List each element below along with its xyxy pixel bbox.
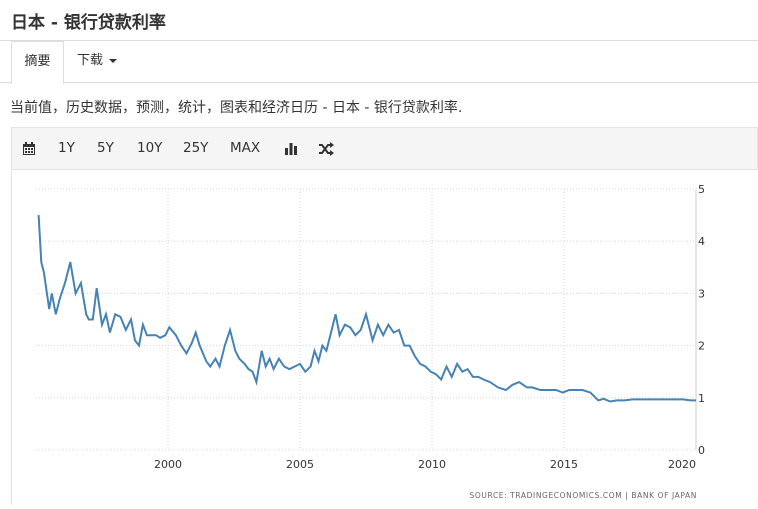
y-tick-label: 1 <box>698 392 705 405</box>
source-note: SOURCE: TRADINGECONOMICS.COM | BANK OF J… <box>470 491 697 500</box>
chart-toolbar: 1Y 5Y 10Y 25Y MAX <box>11 127 758 170</box>
calendar-icon[interactable] <box>22 141 36 160</box>
title-bar: 日本 - 银行贷款利率 <box>0 0 758 41</box>
x-axis-ticks: 2000 2005 2010 2015 2020 <box>154 458 696 471</box>
range-5y-button[interactable]: 5Y <box>97 140 114 156</box>
y-tick-label: 3 <box>698 287 705 300</box>
range-25y-button[interactable]: 25Y <box>183 140 209 156</box>
range-max-button[interactable]: MAX <box>230 140 261 156</box>
caret-down-icon <box>109 58 117 63</box>
tab-download[interactable]: 下载 <box>66 41 128 83</box>
tab-summary[interactable]: 摘要 <box>11 41 64 84</box>
y-tick-label: 4 <box>698 235 705 248</box>
y-tick-label: 5 <box>698 183 705 196</box>
range-10y-button[interactable]: 10Y <box>137 140 163 156</box>
x-tick-label: 2020 <box>668 458 696 471</box>
shuffle-icon[interactable] <box>318 141 334 160</box>
x-tick-label: 2000 <box>154 458 182 471</box>
page-description: 当前值，历史数据，预测，统计，图表和经济日历 - 日本 - 银行贷款利率. <box>10 100 463 116</box>
line-chart: 0 1 2 3 4 5 2000 2005 2010 2015 2020 SOURCE: TRAD… <box>36 183 705 500</box>
bar-chart-icon[interactable] <box>284 141 298 160</box>
tab-download-label: 下载 <box>76 53 103 68</box>
x-tick-label: 2010 <box>418 458 446 471</box>
y-axis-ticks: 0 1 2 3 4 5 <box>698 183 705 457</box>
chart-grid <box>36 188 697 451</box>
x-tick-label: 2015 <box>550 458 578 471</box>
chart-area: 0 1 2 3 4 5 2000 2005 2010 2015 2020 SOURCE: TRAD… <box>11 170 758 505</box>
page-title: 日本 - 银行贷款利率 <box>11 13 166 33</box>
tab-bar: 摘要 下载 <box>0 41 758 84</box>
x-tick-label: 2005 <box>286 458 314 471</box>
y-tick-label: 2 <box>698 340 705 353</box>
range-1y-button[interactable]: 1Y <box>58 140 75 156</box>
series-line <box>37 215 696 403</box>
y-tick-label: 0 <box>698 444 705 457</box>
